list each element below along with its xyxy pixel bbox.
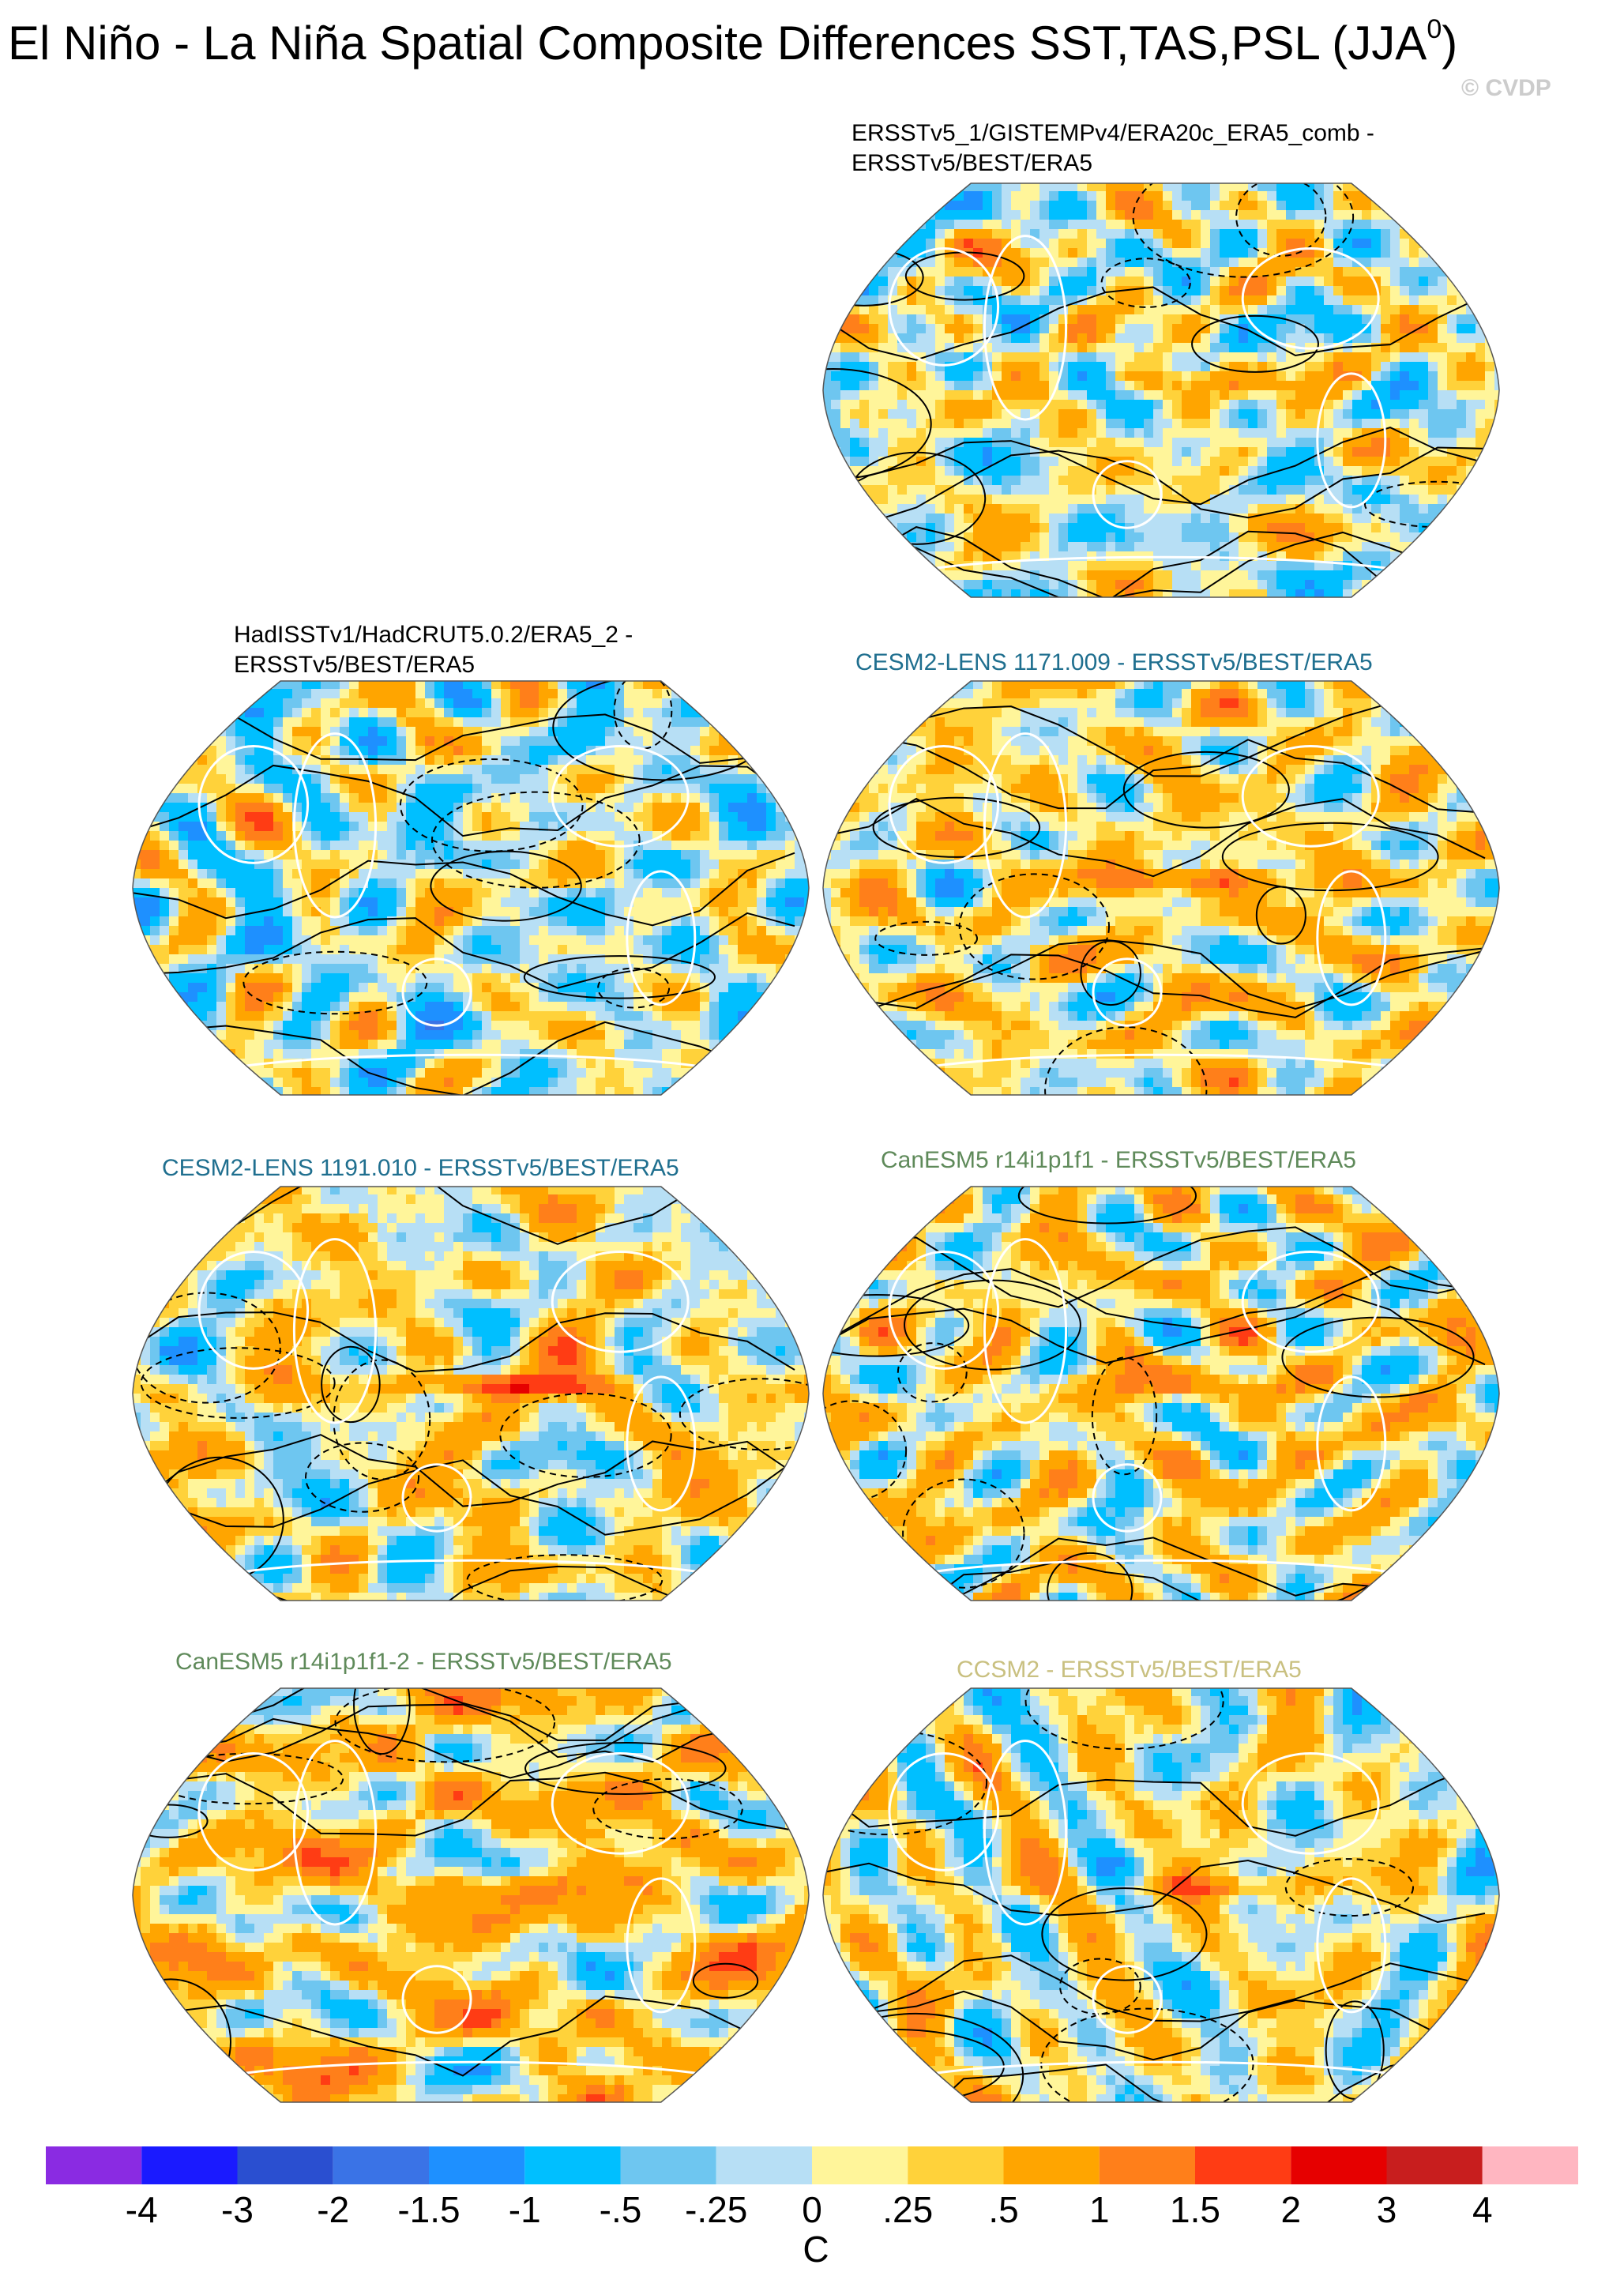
colorbar-tick-label: 0 — [802, 2188, 822, 2231]
panel-title-line: ERSSTv5_1/GISTEMPv4/ERA20c_ERA5_comb - — [851, 118, 1374, 149]
colorbar-segment — [141, 2146, 238, 2184]
colorbar-tick-label: 2 — [1280, 2188, 1301, 2231]
colorbar-segment — [1003, 2146, 1100, 2184]
globe-map — [132, 1687, 810, 2103]
colorbar-segment — [1195, 2146, 1291, 2184]
panel-title-line: CCSM2 - ERSSTv5/BEST/ERA5 — [957, 1655, 1302, 1685]
colorbar-segment — [812, 2146, 908, 2184]
colorbar-tick-label: .25 — [882, 2188, 933, 2231]
colorbar-segment — [46, 2146, 142, 2184]
colorbar-segment — [716, 2146, 812, 2184]
colorbar-tick-label: -.5 — [600, 2188, 642, 2231]
colorbar-segment — [333, 2146, 429, 2184]
colorbar-tick-label: -1 — [509, 2188, 541, 2231]
globe-map — [132, 1186, 810, 1601]
colorbar-tick-label: -2 — [317, 2188, 349, 2231]
panel-title: ERSSTv5_1/GISTEMPv4/ERA20c_ERA5_comb - ER… — [851, 118, 1374, 179]
colorbar-tick-label: 3 — [1377, 2188, 1397, 2231]
colorbar-segment — [908, 2146, 1004, 2184]
panel-title: CanESM5 r14i1p1f1 - ERSSTv5/BEST/ERA5 — [881, 1146, 1356, 1176]
colorbar-tick-label: 1.5 — [1170, 2188, 1220, 2231]
figure-title: El Niño - La Niña Spatial Composite Diff… — [8, 14, 1457, 70]
globe-map — [822, 1186, 1500, 1601]
panel-title: CanESM5 r14i1p1f1-2 - ERSSTv5/BEST/ERA5 — [175, 1647, 672, 1677]
panel-title-line: CanESM5 r14i1p1f1 - ERSSTv5/BEST/ERA5 — [881, 1146, 1356, 1176]
panel-title-line: CESM2-LENS 1191.010 - ERSSTv5/BEST/ERA5 — [162, 1153, 679, 1183]
watermark: © CVDP — [1461, 75, 1551, 102]
colorbar — [46, 2146, 1578, 2184]
panel-title-line: ERSSTv5/BEST/ERA5 — [851, 149, 1374, 179]
panel-title: CCSM2 - ERSSTv5/BEST/ERA5 — [957, 1655, 1302, 1685]
colorbar-segment — [429, 2146, 525, 2184]
colorbar-tick-label: 1 — [1089, 2188, 1110, 2231]
globe-map — [822, 1687, 1500, 2103]
colorbar-tick-label: -3 — [221, 2188, 254, 2231]
colorbar-tick-label: .5 — [988, 2188, 1018, 2231]
colorbar-segment — [1482, 2146, 1578, 2184]
colorbar-segment — [1291, 2146, 1387, 2184]
colorbar-tick-label: 4 — [1472, 2188, 1493, 2231]
colorbar-segment — [524, 2146, 621, 2184]
colorbar-segment — [620, 2146, 716, 2184]
panel-title-line: CanESM5 r14i1p1f1-2 - ERSSTv5/BEST/ERA5 — [175, 1647, 672, 1677]
colorbar-segment — [1386, 2146, 1483, 2184]
globe-map — [822, 182, 1500, 598]
globe-map — [822, 680, 1500, 1096]
colorbar-tick-label: -1.5 — [397, 2188, 460, 2231]
panel-title-line: HadISSTv1/HadCRUT5.0.2/ERA5_2 - — [234, 620, 633, 650]
panel-title-line: ERSSTv5/BEST/ERA5 — [234, 650, 633, 680]
colorbar-tick-label: -4 — [126, 2188, 158, 2231]
globe-map — [132, 680, 810, 1096]
panel-title-line: CESM2-LENS 1171.009 - ERSSTv5/BEST/ERA5 — [855, 648, 1373, 678]
panel-title: HadISSTv1/HadCRUT5.0.2/ERA5_2 - ERSSTv5/B… — [234, 620, 633, 680]
colorbar-segment — [237, 2146, 333, 2184]
colorbar-tick-label: -.25 — [685, 2188, 747, 2231]
panel-title: CESM2-LENS 1171.009 - ERSSTv5/BEST/ERA5 — [855, 648, 1373, 678]
colorbar-units: C — [803, 2228, 829, 2270]
panel-title: CESM2-LENS 1191.010 - ERSSTv5/BEST/ERA5 — [162, 1153, 679, 1183]
colorbar-segment — [1099, 2146, 1195, 2184]
